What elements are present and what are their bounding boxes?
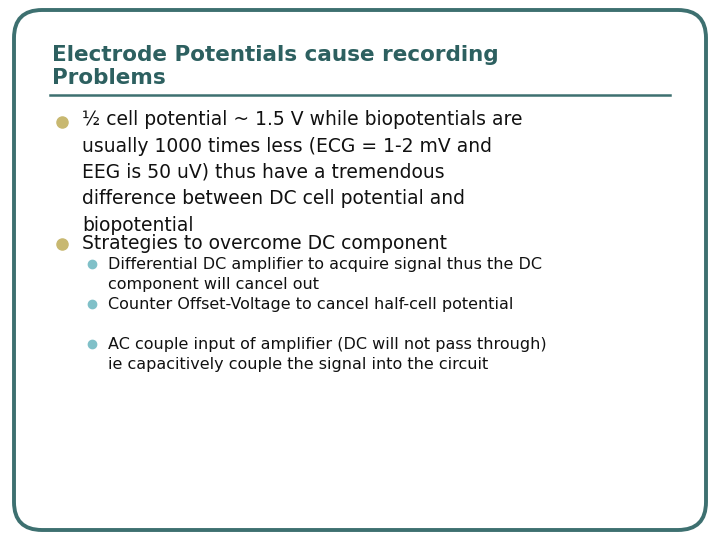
Text: ½ cell potential ~ 1.5 V while biopotentials are
usually 1000 times less (ECG = : ½ cell potential ~ 1.5 V while biopotent… <box>82 110 523 235</box>
Text: AC couple input of amplifier (DC will not pass through)
ie capacitively couple t: AC couple input of amplifier (DC will no… <box>108 337 546 373</box>
FancyBboxPatch shape <box>14 10 706 530</box>
Text: Strategies to overcome DC component: Strategies to overcome DC component <box>82 234 447 253</box>
Text: Differential DC amplifier to acquire signal thus the DC
component will cancel ou: Differential DC amplifier to acquire sig… <box>108 257 542 292</box>
Text: Electrode Potentials cause recording: Electrode Potentials cause recording <box>52 45 499 65</box>
Text: Problems: Problems <box>52 68 166 88</box>
Text: Counter Offset-Voltage to cancel half-cell potential: Counter Offset-Voltage to cancel half-ce… <box>108 297 513 312</box>
